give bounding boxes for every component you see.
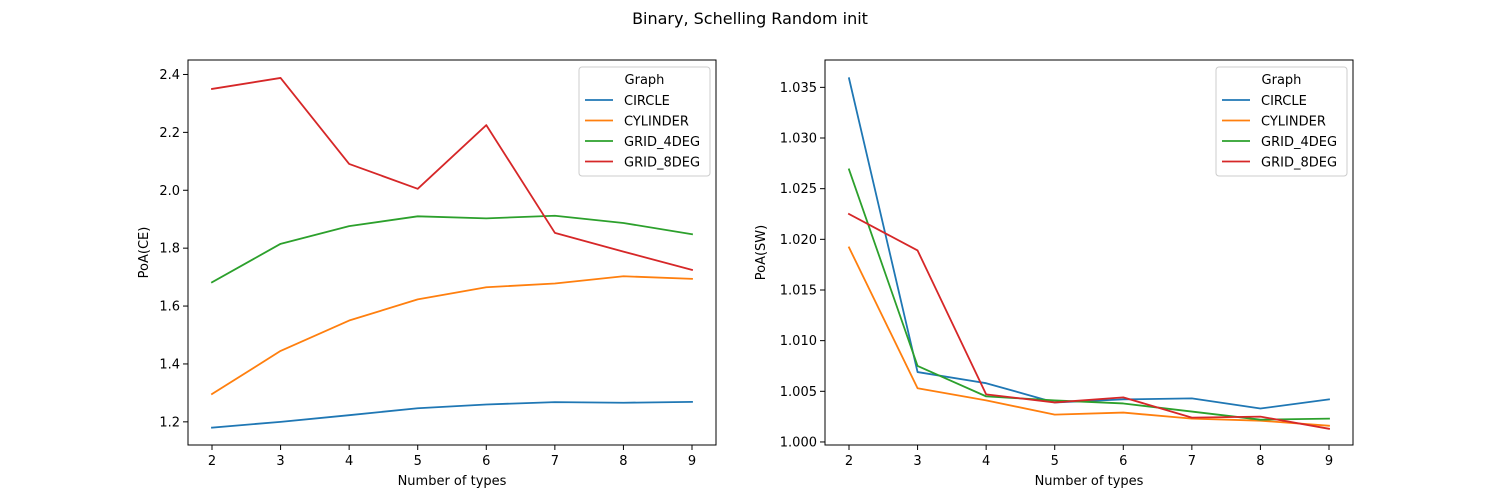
left-series-line-grid-8deg: [210, 77, 694, 271]
left-y-tick-label: 1.6: [159, 300, 180, 315]
left-y-tick-label: 2.0: [159, 184, 180, 199]
figure-title: Binary, Schelling Random init: [632, 9, 868, 28]
left-x-tick-label: 6: [482, 454, 490, 469]
right-series-line-cylinder: [847, 246, 1330, 427]
left-y-tick-label: 1.8: [159, 242, 180, 257]
left-legend-entry: GRID_8DEG: [624, 156, 700, 171]
right-x-tick-label: 4: [982, 454, 990, 469]
right-x-tick-label: 6: [1119, 454, 1127, 469]
left-y-tick-label: 2.4: [159, 68, 180, 83]
right-series-line-circle: [847, 77, 1331, 410]
left-y-tick-label: 2.2: [159, 126, 180, 141]
left-legend-box: [578, 66, 711, 177]
right-x-tick-label: 5: [1051, 454, 1059, 469]
left-legend-title: Graph: [625, 73, 665, 88]
left-y-tick-label: 1.2: [159, 415, 180, 430]
left-x-tick-label: 9: [688, 454, 696, 469]
right-y-tick-label: 1.000: [780, 435, 817, 450]
right-legend-box: [1215, 66, 1348, 177]
right-x-axis-label: Number of types: [1035, 474, 1144, 489]
right-legend-title: Graph: [1262, 73, 1302, 88]
right-y-axis-label: PoA(SW): [754, 225, 769, 280]
chart-panel-left: 2 3 4 5 6 7 8 9 1.2 1.4 1.6 1.8 2.0 2.2 2.4 Number of t…: [137, 59, 717, 489]
left-series-line-cylinder: [210, 275, 693, 396]
right-x-tick-label: 8: [1256, 454, 1264, 469]
right-axes-frame: [824, 59, 1354, 446]
right-legend-entry: CIRCLE: [1261, 94, 1307, 109]
left-series-line-grid-4deg: [210, 214, 694, 284]
right-y-tick-label: 1.005: [780, 385, 817, 400]
right-y-tick-label: 1.025: [780, 182, 817, 197]
left-x-tick-label: 5: [414, 454, 422, 469]
left-x-tick-label: 2: [208, 454, 216, 469]
left-legend-entry: GRID_4DEG: [624, 135, 700, 150]
right-y-tick-label: 1.010: [780, 334, 817, 349]
right-y-tick-label: 1.035: [780, 81, 817, 96]
right-series-line-grid-8deg: [847, 212, 1331, 430]
left-x-axis-label: Number of types: [398, 474, 507, 489]
left-legend-entry: CYLINDER: [624, 115, 689, 130]
left-x-tick-label: 3: [276, 454, 284, 469]
right-legend-entry: CYLINDER: [1261, 115, 1326, 130]
right-x-tick-label: 3: [913, 454, 921, 469]
left-y-axis-label: PoA(CE): [137, 227, 152, 279]
right-x-tick-label: 9: [1325, 454, 1333, 469]
left-y-tick-label: 1.4: [159, 357, 180, 372]
right-legend-entry: GRID_8DEG: [1261, 156, 1337, 171]
left-x-tick-label: 7: [551, 454, 559, 469]
right-series-line-grid-4deg: [847, 168, 1330, 421]
left-series-line-circle: [211, 400, 693, 429]
right-x-tick-label: 7: [1188, 454, 1196, 469]
left-axes-frame: [187, 59, 717, 446]
right-legend: Graph CIRCLE CYLINDER GRID_4DEG GRID_8DEG: [1215, 66, 1348, 177]
right-x-tick-label: 2: [845, 454, 853, 469]
left-x-tick-label: 8: [619, 454, 627, 469]
chart-panel-right: 2 3 4 5 6 7 8 9 1.000 1.005 1.010 1.015 1.020 1.025 1.…: [754, 59, 1354, 489]
left-legend-entry: CIRCLE: [624, 94, 670, 109]
left-x-tick-label: 4: [345, 454, 353, 469]
right-y-tick-label: 1.015: [780, 283, 817, 298]
right-legend-entry: GRID_4DEG: [1261, 135, 1337, 150]
right-y-tick-label: 1.020: [780, 233, 817, 248]
right-y-tick-label: 1.030: [780, 132, 817, 147]
left-legend: Graph CIRCLE CYLINDER GRID_4DEG GRID_8DEG: [578, 66, 711, 177]
